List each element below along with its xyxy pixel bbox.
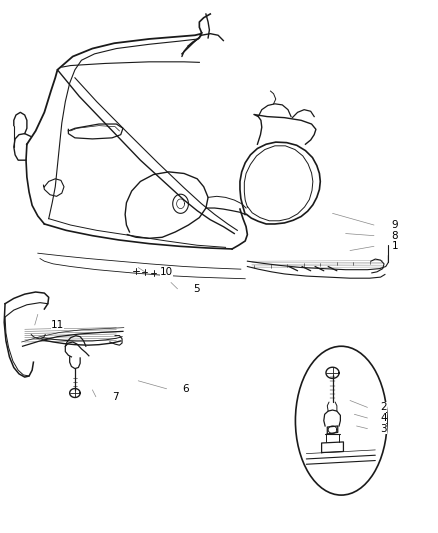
Text: 3: 3	[381, 424, 387, 434]
Text: 9: 9	[392, 220, 398, 230]
Text: 1: 1	[392, 241, 398, 251]
Text: 8: 8	[392, 231, 398, 241]
Text: 5: 5	[193, 284, 199, 294]
Text: 7: 7	[112, 392, 119, 402]
Text: 6: 6	[182, 384, 188, 394]
Text: 10: 10	[160, 267, 173, 277]
Text: 4: 4	[381, 413, 387, 423]
Text: 11: 11	[51, 320, 64, 330]
Text: 2: 2	[381, 402, 387, 413]
